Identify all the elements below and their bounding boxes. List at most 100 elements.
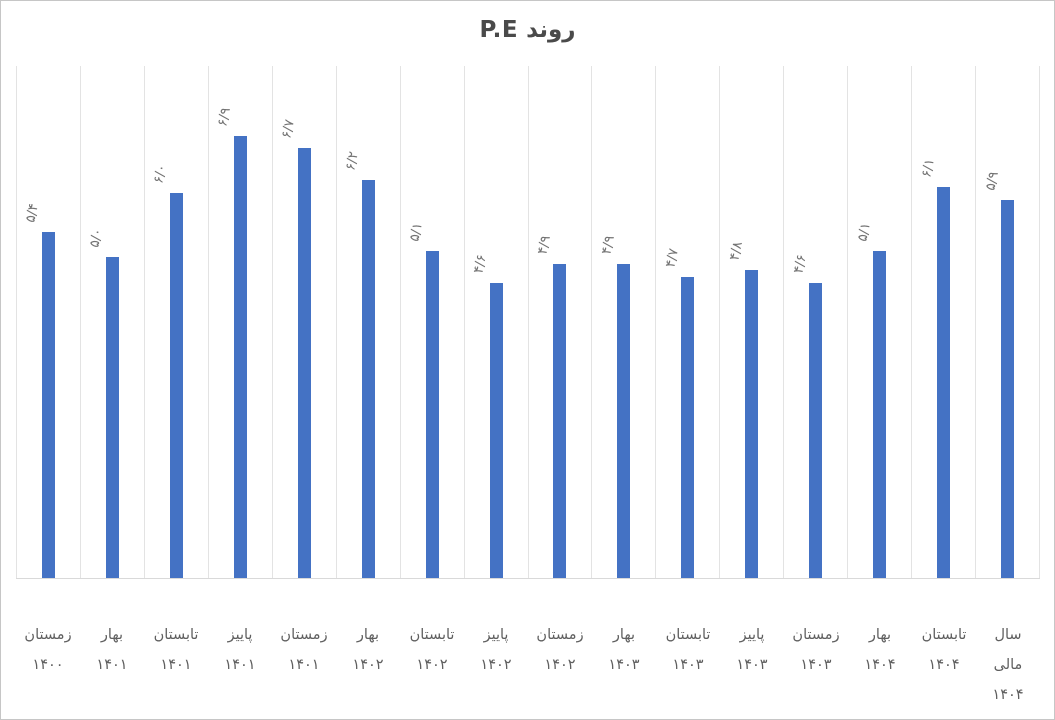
bar-column: ۵/۴ (16, 66, 80, 578)
bar (361, 180, 375, 578)
bar-column: ۵/۹ (975, 66, 1040, 578)
x-axis-label-line: تابستان (921, 627, 967, 643)
bar-value-label: ۵/۴ (22, 202, 43, 224)
bar (809, 283, 823, 578)
bar-column: ۶/۱ (911, 66, 975, 578)
x-axis-label-line: ۱۴۰۲ (544, 657, 576, 673)
bar-value-label: ۴/۹ (598, 234, 618, 256)
bar (425, 251, 439, 578)
x-axis-label-line: ۱۴۰۲ (352, 657, 384, 673)
bar (169, 193, 183, 578)
x-axis-label-line: ۱۴۰۱ (96, 657, 128, 673)
bar-value-label: ۵/۹ (981, 170, 1002, 192)
x-axis-label-line: بهار (356, 627, 380, 643)
chart-title: روند P.E (479, 17, 576, 43)
x-axis-label-line: پاییز (483, 627, 509, 643)
bar-value-label: ۶/۰ (150, 163, 171, 185)
bar-column: ۶/۹ (207, 66, 272, 578)
bar (937, 187, 951, 578)
bar-value-label: ۵/۱ (854, 221, 874, 243)
bar (297, 148, 311, 578)
x-axis-label: بهار ۱۴۰۴ (848, 580, 912, 710)
x-axis-label-line: بهار (612, 627, 636, 643)
x-axis-label-line: زمستان (24, 627, 72, 643)
x-axis-label: زمستان ۱۴۰۲ (528, 580, 592, 710)
x-axis-label: زمستان ۱۴۰۳ (784, 580, 848, 710)
bar-value-label: ۴/۶ (790, 253, 810, 275)
bar-column: ۵/۱ (399, 66, 464, 578)
bar (105, 257, 119, 578)
x-axis-label: تابستان ۱۴۰۴ (912, 580, 976, 710)
plot-area: ۵/۴ ۵/۰ ۶/۰ ۶/۹ ۶/۷ ۶/۲ ۵/۱ ۴/۶ ۴/۹ ۴/۹ ۴/۷ ۴/۸ ۴/۶ ۵… (16, 66, 1040, 579)
x-axis-label-line: ۱۴۰۳ (672, 657, 704, 673)
bar-column: ۶/۲ (335, 66, 400, 578)
x-axis-label-line: ۱۴۰۱ (288, 657, 320, 673)
x-axis-label: تابستان ۱۴۰۱ (144, 580, 208, 710)
bar (745, 270, 759, 578)
bar-column: ۶/۷ (271, 66, 336, 578)
x-axis-label-line: ۱۴۰۴ (928, 657, 960, 673)
x-axis-label-line: پاییز (227, 627, 253, 643)
x-axis-label-line: ۱۴۰۲ (480, 657, 512, 673)
x-axis-label-line: ۱۴۰۱ (160, 657, 192, 673)
x-axis: زمستان ۱۴۰۰ بهار ۱۴۰۱ تابستان ۱۴۰۱ پاییز ۱۴۰۱ زم… (16, 580, 1040, 710)
bar (233, 136, 247, 578)
x-axis-label-line: زمستان (536, 627, 584, 643)
x-axis-label-line: زمستان (792, 627, 840, 643)
x-axis-label-line: بهار (868, 627, 892, 643)
x-axis-label-line: بهار (100, 627, 124, 643)
bar-value-label: ۵/۱ (406, 221, 427, 243)
x-axis-label-line: مالی (993, 657, 1023, 673)
bar-column: ۴/۹ (527, 66, 592, 578)
bar-column: ۵/۱ (847, 66, 911, 578)
bar-value-label: ۴/۹ (534, 234, 554, 256)
bar-value-label: ۶/۲ (342, 150, 363, 172)
x-axis-label-line: ۱۴۰۳ (608, 657, 640, 673)
bar-column: ۶/۰ (143, 66, 208, 578)
x-axis-label-line: زمستان (280, 627, 328, 643)
x-axis-label-line: تابستان (409, 627, 455, 643)
x-axis-label: پاییز ۱۴۰۳ (720, 580, 784, 710)
x-axis-label-line: سال (994, 627, 1022, 643)
x-axis-label-line: پاییز (739, 627, 765, 643)
x-axis-label-line: ۱۴۰۴ (992, 687, 1024, 703)
bar-value-label: ۶/۹ (214, 106, 235, 128)
x-axis-label-line: تابستان (153, 627, 199, 643)
x-axis-label-line: ۱۴۰۳ (736, 657, 768, 673)
x-axis-label: تابستان ۱۴۰۲ (400, 580, 464, 710)
x-axis-label: سال مالی ۱۴۰۴ (976, 580, 1040, 710)
bar-column: ۴/۷ (655, 66, 719, 578)
bar-column: ۴/۹ (591, 66, 655, 578)
bar-value-label: ۴/۸ (726, 240, 746, 262)
bar (617, 264, 631, 578)
bar-value-label: ۶/۱ (917, 157, 938, 179)
bar-value-label: ۵/۰ (86, 227, 107, 249)
bar-value-label: ۴/۶ (470, 253, 490, 275)
x-axis-label-line: ۱۴۰۰ (32, 657, 64, 673)
bar (489, 283, 503, 578)
bar-column: ۴/۶ (463, 66, 528, 578)
bar-value-label: ۴/۷ (662, 247, 682, 269)
bar (41, 232, 55, 578)
x-axis-label-line: ۱۴۰۳ (800, 657, 832, 673)
x-axis-label: زمستان ۱۴۰۱ (272, 580, 336, 710)
x-axis-label-line: ۱۴۰۴ (864, 657, 896, 673)
x-axis-label-line: ۱۴۰۲ (416, 657, 448, 673)
x-axis-label: پاییز ۱۴۰۲ (464, 580, 528, 710)
x-axis-label: بهار ۱۴۰۲ (336, 580, 400, 710)
x-axis-label: بهار ۱۴۰۳ (592, 580, 656, 710)
bar-value-label: ۶/۷ (278, 118, 299, 140)
x-axis-label-line: تابستان (665, 627, 711, 643)
x-axis-label: پاییز ۱۴۰۱ (208, 580, 272, 710)
x-axis-label: تابستان ۱۴۰۳ (656, 580, 720, 710)
x-axis-label: زمستان ۱۴۰۰ (16, 580, 80, 710)
x-axis-label-line: ۱۴۰۱ (224, 657, 256, 673)
bar (681, 277, 695, 578)
bar-column: ۵/۰ (79, 66, 144, 578)
bar-column: ۴/۸ (719, 66, 783, 578)
bar (553, 264, 567, 578)
bar (1001, 200, 1015, 578)
bar-column: ۴/۶ (783, 66, 847, 578)
bar (873, 251, 887, 578)
